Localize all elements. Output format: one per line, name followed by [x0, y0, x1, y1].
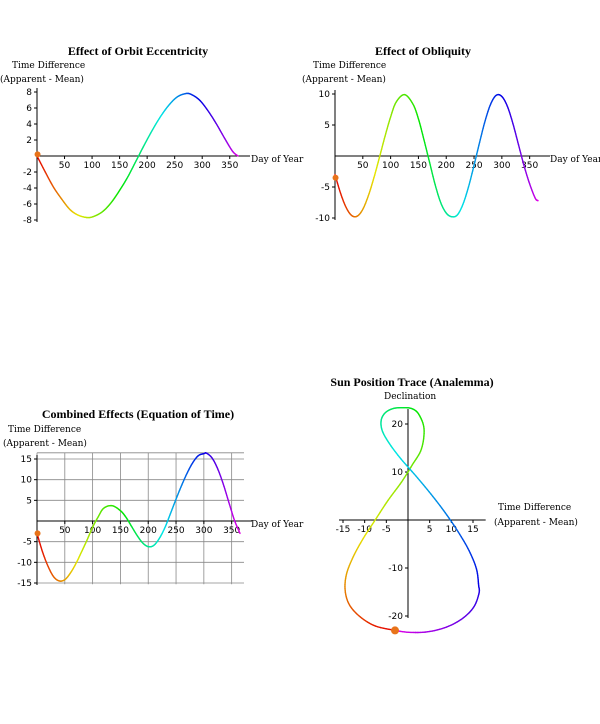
y-tick-label: -10 [17, 558, 32, 568]
y-tick-label: 6 [26, 104, 32, 114]
chart-title: Combined Effects (Equation of Time) [42, 407, 234, 421]
x-axis-label-line2: (Apparent - Mean) [494, 517, 578, 528]
x-tick-label: 200 [438, 161, 455, 171]
x-tick-label: 300 [493, 161, 510, 171]
x-tick-label: 150 [410, 161, 427, 171]
y-tick-label: -2 [23, 168, 32, 178]
y-tick-label: -15 [17, 579, 32, 589]
y-tick-label: 15 [21, 455, 32, 465]
y-tick-label: -4 [23, 184, 32, 194]
y-tick-label: -20 [388, 612, 403, 622]
y-tick-label: -6 [23, 200, 32, 210]
start-marker [332, 174, 339, 181]
y-tick-label: 2 [26, 136, 32, 146]
y-axis-label-line2: (Apparent - Mean) [0, 74, 84, 85]
chart-obliquity: Effect of Obliquity Time Difference (App… [302, 44, 600, 224]
x-tick-label: 15 [467, 525, 478, 535]
start-marker [391, 626, 399, 635]
x-tick-label: 350 [223, 526, 240, 536]
y-axis-label: Declination [384, 392, 436, 402]
y-tick-label: 10 [21, 476, 33, 486]
y-tick-label: -8 [23, 216, 32, 226]
chart-eccentricity: Effect of Orbit Eccentricity Time Differ… [0, 44, 304, 226]
y-tick-label: 8 [26, 88, 32, 98]
x-tick-label: 50 [357, 161, 369, 171]
chart-equation-of-time: Combined Effects (Equation of Time) Time… [3, 407, 304, 589]
y-tick-label: 5 [324, 121, 330, 131]
x-tick-label: -15 [336, 525, 351, 535]
x-tick-label: 150 [112, 526, 129, 536]
y-axis-label-line1: Time Difference [12, 61, 85, 71]
x-tick-label: 10 [446, 525, 458, 535]
y-axis-label-line2: (Apparent - Mean) [3, 438, 87, 449]
chart-analemma: Sun Position Trace (Analemma) Declinatio… [330, 375, 578, 635]
x-tick-label: 5 [427, 525, 433, 535]
x-tick-label: 50 [59, 526, 71, 536]
y-axis-label-line1: Time Difference [8, 425, 81, 435]
x-tick-label: 250 [166, 161, 183, 171]
x-axis-label: Day of Year [251, 155, 304, 165]
x-tick-label: 100 [84, 526, 101, 536]
x-tick-label: 300 [195, 526, 212, 536]
y-axis-label-line1: Time Difference [313, 61, 386, 71]
chart-title: Effect of Orbit Eccentricity [68, 44, 208, 58]
x-tick-label: 100 [382, 161, 399, 171]
x-axis-label: Day of Year [550, 155, 600, 165]
y-tick-label: 10 [319, 90, 331, 100]
x-tick-label: 100 [83, 161, 100, 171]
x-axis-label-line1: Time Difference [498, 503, 571, 513]
y-tick-label: -10 [315, 214, 330, 224]
x-tick-label: 350 [221, 161, 238, 171]
x-tick-label: -5 [382, 525, 391, 535]
x-tick-label: 300 [194, 161, 211, 171]
chart-title: Effect of Obliquity [375, 44, 471, 58]
y-tick-label: -5 [321, 183, 330, 193]
y-tick-label: 4 [26, 120, 32, 130]
chart-title: Sun Position Trace (Analemma) [330, 375, 493, 389]
y-tick-label: -5 [23, 538, 32, 548]
x-tick-label: 200 [140, 526, 157, 536]
start-marker [34, 151, 41, 158]
x-tick-label: 150 [111, 161, 128, 171]
x-tick-label: 200 [139, 161, 156, 171]
y-axis-label-line2: (Apparent - Mean) [302, 74, 386, 85]
start-marker [34, 530, 41, 537]
x-tick-label: -10 [357, 525, 372, 535]
x-tick-label: 250 [167, 526, 184, 536]
y-tick-label: -10 [388, 564, 403, 574]
y-tick-label: 10 [392, 468, 404, 478]
x-axis-label: Day of Year [251, 520, 304, 530]
x-tick-label: 350 [521, 161, 538, 171]
y-tick-label: 20 [392, 420, 404, 430]
y-tick-label: 5 [26, 496, 32, 506]
x-tick-label: 50 [59, 161, 71, 171]
